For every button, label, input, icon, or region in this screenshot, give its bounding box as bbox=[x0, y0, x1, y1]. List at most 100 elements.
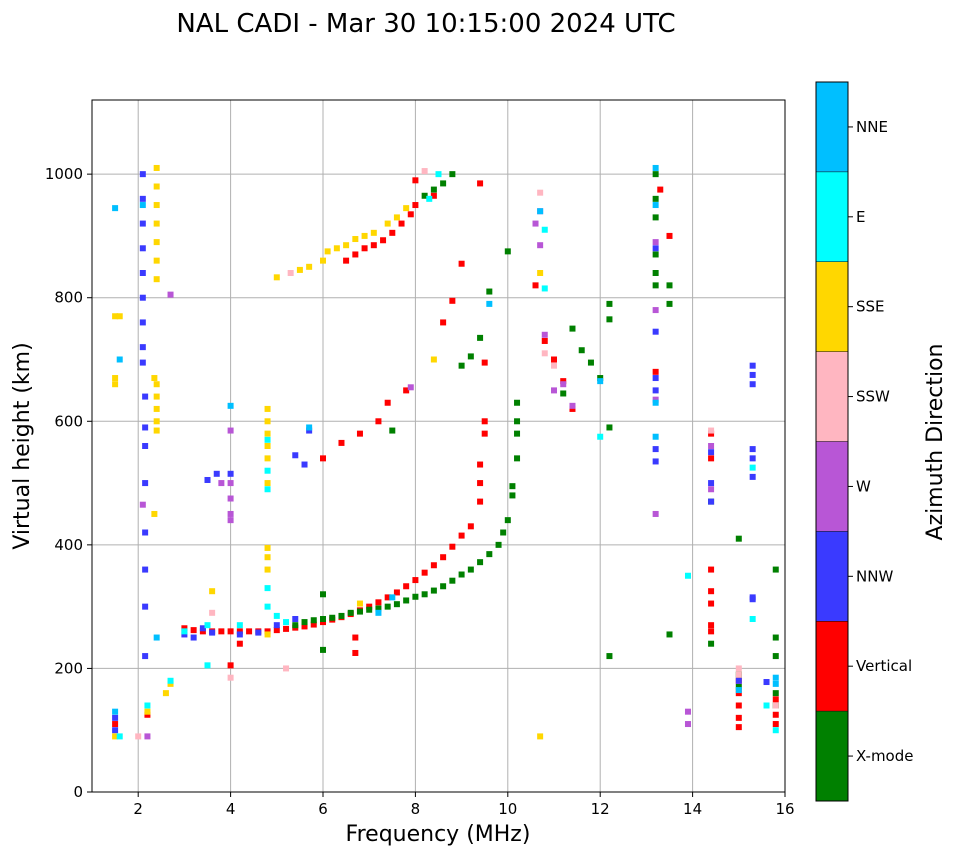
data-point bbox=[144, 708, 151, 715]
data-point bbox=[430, 587, 437, 594]
data-point bbox=[352, 649, 359, 656]
data-point bbox=[227, 480, 234, 487]
data-point bbox=[467, 523, 474, 530]
data-point bbox=[153, 418, 160, 425]
data-point bbox=[112, 381, 119, 388]
data-point bbox=[403, 583, 410, 590]
y-axis: 0 200 400 600 800 1000 bbox=[45, 165, 92, 801]
data-point bbox=[320, 591, 326, 598]
data-point bbox=[652, 202, 659, 209]
data-point bbox=[209, 609, 216, 616]
data-point bbox=[181, 625, 188, 632]
series-w bbox=[139, 208, 715, 740]
series-ssw bbox=[135, 168, 779, 740]
data-point bbox=[347, 609, 354, 616]
data-point bbox=[139, 270, 146, 276]
x-axis-label: Frequency (MHz) bbox=[346, 822, 531, 847]
plot-frame bbox=[91, 99, 786, 793]
data-point bbox=[142, 529, 149, 536]
data-point bbox=[537, 242, 544, 249]
y-tick-label: 0 bbox=[73, 783, 83, 801]
data-point bbox=[735, 687, 742, 694]
data-point bbox=[708, 480, 715, 487]
data-point bbox=[306, 263, 313, 270]
data-point bbox=[301, 619, 308, 626]
data-point bbox=[167, 291, 174, 298]
data-point bbox=[708, 628, 715, 635]
data-point bbox=[763, 702, 770, 709]
data-point bbox=[532, 220, 539, 227]
data-point bbox=[139, 245, 146, 252]
data-marks bbox=[112, 164, 779, 740]
data-point bbox=[389, 594, 396, 601]
colorbar-segment bbox=[816, 441, 848, 532]
data-point bbox=[749, 596, 756, 603]
data-point bbox=[227, 427, 234, 434]
x-tick-label: 14 bbox=[683, 800, 702, 818]
colorbar-segment bbox=[816, 621, 848, 712]
series-sse bbox=[112, 164, 544, 740]
data-point bbox=[190, 627, 197, 634]
colorbar-label: SSW bbox=[856, 388, 890, 406]
data-point bbox=[652, 433, 659, 440]
data-point bbox=[227, 470, 234, 477]
data-point bbox=[112, 313, 119, 320]
data-point bbox=[142, 653, 149, 660]
data-point bbox=[763, 679, 770, 686]
data-point bbox=[264, 603, 271, 610]
data-point bbox=[652, 245, 659, 252]
data-point bbox=[477, 180, 484, 187]
data-point bbox=[684, 721, 691, 728]
data-point bbox=[142, 566, 149, 573]
data-point bbox=[430, 186, 437, 193]
x-axis: 2 4 6 8 10 12 14 16 bbox=[133, 792, 795, 818]
data-point bbox=[153, 393, 160, 400]
data-point bbox=[440, 554, 447, 561]
colorbar-segment bbox=[816, 171, 848, 262]
data-point bbox=[477, 334, 484, 341]
x-tick-label: 16 bbox=[775, 800, 794, 818]
data-point bbox=[421, 591, 428, 598]
data-point bbox=[142, 424, 149, 431]
data-point bbox=[772, 653, 779, 660]
data-point bbox=[652, 164, 659, 171]
data-point bbox=[352, 634, 359, 641]
data-point bbox=[449, 297, 456, 304]
data-point bbox=[541, 331, 548, 338]
colorbar-label: SSE bbox=[856, 298, 885, 316]
y-tick-label: 800 bbox=[54, 289, 83, 307]
data-point bbox=[749, 362, 756, 369]
data-point bbox=[273, 622, 280, 629]
data-point bbox=[139, 220, 146, 227]
data-point bbox=[213, 470, 220, 477]
data-point bbox=[708, 498, 715, 505]
data-point bbox=[440, 319, 447, 326]
data-point bbox=[449, 577, 456, 584]
data-point bbox=[708, 430, 715, 437]
data-point bbox=[366, 606, 373, 613]
data-point bbox=[112, 714, 119, 721]
data-point bbox=[652, 387, 659, 394]
data-point bbox=[246, 628, 253, 635]
series-x-mode bbox=[292, 171, 779, 709]
data-point bbox=[273, 627, 280, 634]
data-point bbox=[735, 690, 742, 697]
data-point bbox=[389, 427, 396, 434]
colorbar: X-mode Vertical NNW W SSW SSE E NNE bbox=[815, 81, 913, 802]
data-point bbox=[370, 229, 377, 236]
data-point bbox=[749, 446, 756, 453]
data-point bbox=[329, 614, 336, 621]
data-point bbox=[735, 702, 742, 709]
data-point bbox=[283, 619, 290, 626]
y-tick-label: 200 bbox=[54, 659, 83, 677]
data-point bbox=[190, 634, 197, 641]
x-tick-label: 6 bbox=[318, 800, 328, 818]
data-point bbox=[227, 662, 234, 669]
data-point bbox=[139, 501, 146, 508]
data-point bbox=[398, 220, 405, 227]
data-point bbox=[142, 480, 149, 487]
colorbar-segment bbox=[816, 261, 848, 352]
data-point bbox=[772, 674, 779, 681]
colorbar-segment bbox=[816, 82, 848, 172]
data-point bbox=[370, 242, 377, 249]
